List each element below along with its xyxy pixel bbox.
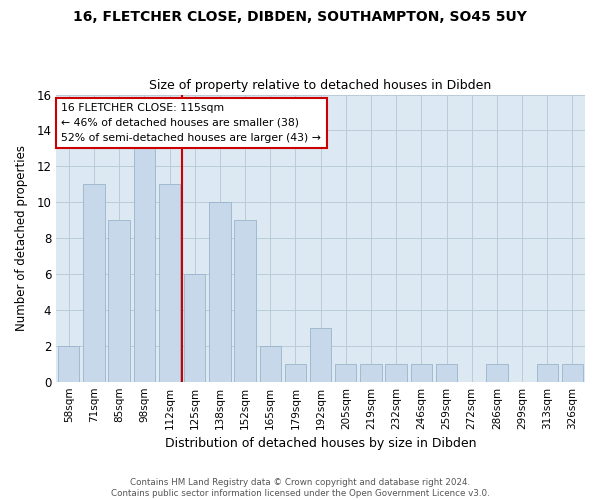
Bar [536, 364, 558, 382]
Bar [83, 184, 104, 382]
Bar [58, 346, 79, 382]
Y-axis label: Number of detached properties: Number of detached properties [15, 145, 28, 331]
Bar [159, 184, 180, 382]
Text: Contains HM Land Registry data © Crown copyright and database right 2024.
Contai: Contains HM Land Registry data © Crown c… [110, 478, 490, 498]
Bar [562, 364, 583, 382]
Bar [310, 328, 331, 382]
Bar [486, 364, 508, 382]
Bar [260, 346, 281, 382]
Title: Size of property relative to detached houses in Dibden: Size of property relative to detached ho… [149, 79, 492, 92]
Bar [436, 364, 457, 382]
Bar [360, 364, 382, 382]
Bar [410, 364, 432, 382]
Bar [385, 364, 407, 382]
Bar [109, 220, 130, 382]
Bar [285, 364, 306, 382]
Bar [209, 202, 230, 382]
Text: 16 FLETCHER CLOSE: 115sqm
← 46% of detached houses are smaller (38)
52% of semi-: 16 FLETCHER CLOSE: 115sqm ← 46% of detac… [61, 103, 322, 143]
X-axis label: Distribution of detached houses by size in Dibden: Distribution of detached houses by size … [165, 437, 476, 450]
Bar [335, 364, 356, 382]
Text: 16, FLETCHER CLOSE, DIBDEN, SOUTHAMPTON, SO45 5UY: 16, FLETCHER CLOSE, DIBDEN, SOUTHAMPTON,… [73, 10, 527, 24]
Bar [235, 220, 256, 382]
Bar [134, 148, 155, 382]
Bar [184, 274, 205, 382]
